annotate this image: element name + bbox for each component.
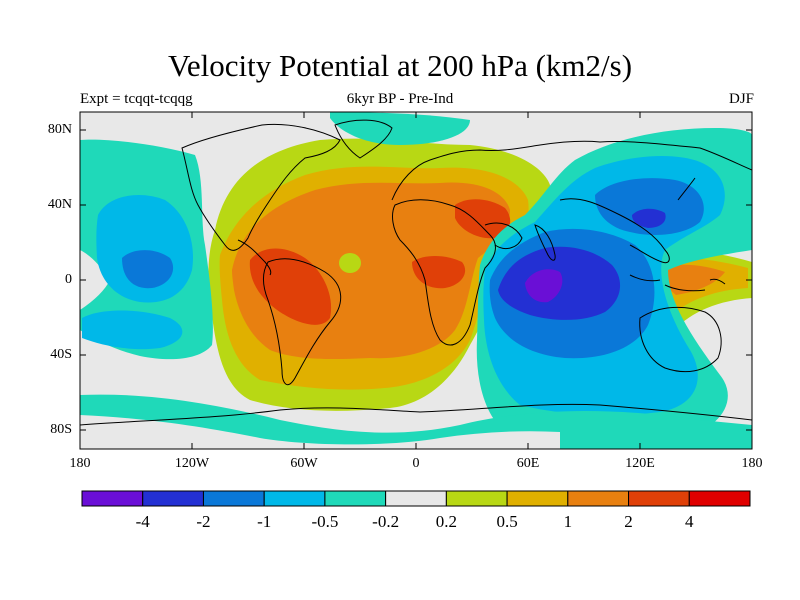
positive-core-arabia <box>455 199 511 239</box>
colorbar-label: 2 <box>624 512 633 531</box>
colorbar-swatch-3 <box>263 490 326 507</box>
colorbar-swatch-10 <box>688 490 751 507</box>
coast-australia <box>639 306 722 373</box>
positive-core-maritime <box>660 264 725 295</box>
lon-label-180e: 180 <box>741 456 763 471</box>
weak-spot-atlantic <box>339 253 361 273</box>
colorbar-swatch-8 <box>567 490 630 507</box>
period-label: 6kyr BP - Pre-Ind <box>346 91 454 107</box>
colorbar-swatch-6 <box>445 490 508 507</box>
lat-label-80n: 80N <box>47 122 72 137</box>
lat-label-80s: 80S <box>50 422 72 437</box>
colorbar-label: -1 <box>257 512 272 531</box>
lat-label-40s: 40S <box>50 347 72 362</box>
colorbar-swatch-1 <box>142 490 204 507</box>
figure-title: Velocity Potential at 200 hPa (km2/s) <box>167 48 633 83</box>
coast-japan <box>677 177 696 201</box>
experiment-label: Expt = tcqqt-tcqqg <box>80 91 193 107</box>
colorbar-label: 0.5 <box>496 512 518 531</box>
negative-region-south-pacific <box>82 310 183 350</box>
lon-label-120w: 120W <box>174 456 210 471</box>
coast-greenland <box>334 119 393 159</box>
colorbar-label: -0.2 <box>372 512 400 531</box>
lon-label-60e: 60E <box>516 456 540 471</box>
coast-europe <box>391 140 752 201</box>
colorbar-swatch-5 <box>385 490 447 507</box>
colorbar-swatch-7 <box>506 490 569 507</box>
colorbar-swatch-4 <box>324 490 387 507</box>
southern-ocean-neutral <box>80 415 560 449</box>
lon-label-120e: 120E <box>625 456 655 471</box>
negative-region-asia-strong <box>595 178 704 235</box>
lon-label-60w: 60W <box>290 456 318 471</box>
colorbar-swatch-9 <box>628 490 690 507</box>
axis-ticks <box>80 112 752 449</box>
coast-africa <box>392 199 496 346</box>
colorbar-label: 1 <box>563 512 573 531</box>
colorbar <box>81 490 751 507</box>
coast-central-america <box>237 239 272 276</box>
lat-label-0: 0 <box>65 272 72 287</box>
lon-label-180w: 180 <box>69 456 91 471</box>
coast-maritime-continent <box>629 274 726 292</box>
lat-label-40n: 40N <box>47 197 72 212</box>
negative-peak-indian-ocean <box>525 269 563 303</box>
negative-region-southern-ocean <box>80 394 752 449</box>
colorbar-label: -4 <box>135 512 150 531</box>
coast-north-america <box>181 123 341 251</box>
colorbar-label: -0.5 <box>311 512 339 531</box>
contour-field <box>80 112 752 449</box>
negative-core-pacific <box>122 250 174 289</box>
colorbar-label: 0.2 <box>435 512 457 531</box>
coast-south-america <box>263 258 342 386</box>
coast-antarctica <box>80 403 752 426</box>
coastlines <box>80 119 752 426</box>
coast-east-asia <box>559 198 670 264</box>
negative-core-east-asia <box>632 208 666 228</box>
lon-label-0: 0 <box>412 456 420 471</box>
colorbar-swatch-2 <box>202 490 265 507</box>
coast-arabia <box>484 222 523 249</box>
coast-india <box>534 224 556 261</box>
positive-core-southamerica <box>249 248 332 325</box>
colorbar-label: 4 <box>685 512 694 531</box>
season-label: DJF <box>728 91 754 107</box>
colorbar-swatch-0 <box>81 490 144 507</box>
colorbar-label: -2 <box>196 512 211 531</box>
